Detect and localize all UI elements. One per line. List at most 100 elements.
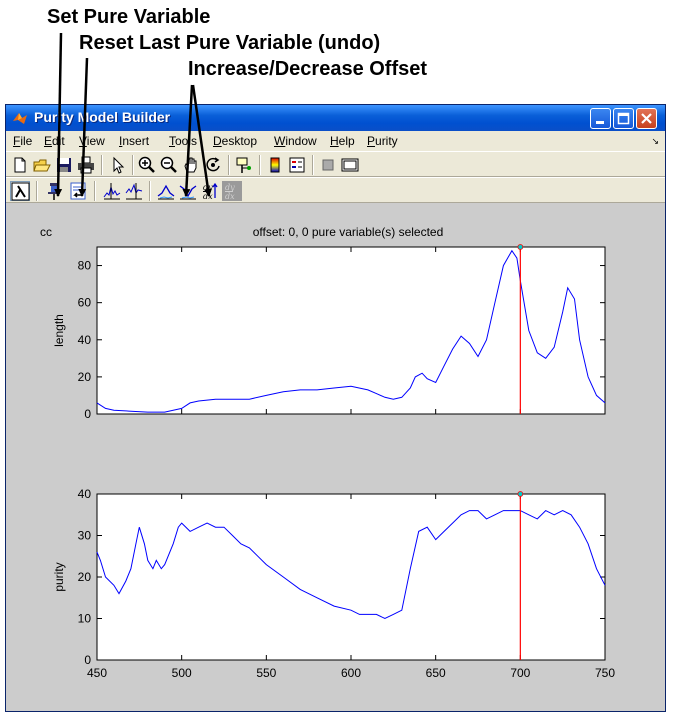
corner-label: cc — [40, 225, 52, 239]
max-line-button[interactable] — [102, 181, 122, 201]
callout-set-pure-variable: Set Pure Variable — [47, 6, 211, 28]
figure-toolbar — [6, 151, 665, 177]
set-pure-variable-button[interactable] — [44, 181, 64, 201]
svg-text:dy: dy — [225, 183, 235, 192]
save-icon — [57, 158, 71, 172]
selection-marker[interactable] — [517, 491, 524, 497]
menu-file[interactable]: File — [13, 134, 33, 148]
length-axes[interactable]: 0 20 40 60 80 length — [52, 244, 606, 422]
y-axis-label: purity — [52, 562, 66, 591]
decrease-offset-icon — [179, 185, 197, 200]
series-line — [96, 509, 606, 620]
reset-last-pure-variable-button[interactable] — [68, 181, 88, 201]
x-tick-label: 700 — [510, 666, 530, 680]
figure-title: offset: 0, 0 pure variable(s) selected — [253, 225, 444, 239]
derivative-disabled-button[interactable]: dy dx — [222, 181, 242, 201]
max-line-icon — [103, 183, 121, 200]
increase-offset-icon — [157, 184, 175, 200]
undo-pure-icon — [70, 182, 86, 200]
y-tick-label: 40 — [78, 333, 92, 347]
window-title: Purity Model Builder — [34, 109, 171, 125]
open-folder-icon — [33, 159, 51, 172]
derivative-button[interactable]: dy dx — [200, 181, 220, 201]
plots-svg[interactable]: cc offset: 0, 0 pure variable(s) selecte… — [6, 203, 665, 711]
series-line — [96, 249, 606, 413]
open-file-button[interactable] — [32, 155, 52, 175]
insert-colorbar-button[interactable] — [265, 155, 285, 175]
figure-canvas[interactable]: cc offset: 0, 0 pure variable(s) selecte… — [6, 203, 665, 711]
new-file-icon — [14, 157, 26, 173]
menu-view[interactable]: View — [79, 134, 105, 148]
rotate-3d-icon — [206, 157, 220, 172]
save-button[interactable] — [54, 155, 74, 175]
menu-bar: File Edit View Insert Tools Desktop Wind… — [6, 131, 665, 151]
minimize-button[interactable] — [590, 108, 611, 129]
hide-tools-icon — [322, 159, 334, 171]
menu-window[interactable]: Window — [274, 134, 317, 148]
colorbar-icon — [270, 157, 280, 173]
minimize-icon — [596, 121, 604, 124]
purity-model-builder-window: Purity Model Builder File Edit View Inse… — [5, 104, 666, 712]
menu-purity[interactable]: Purity — [367, 134, 398, 148]
min-line-button[interactable] — [124, 181, 144, 201]
x-tick-label: 650 — [426, 666, 446, 680]
rotate-3d-button[interactable] — [203, 155, 223, 175]
lambda-icon — [11, 182, 30, 201]
y-tick-label: 20 — [78, 370, 92, 384]
purity-toolbar: dy dx dy dx — [6, 177, 665, 203]
print-icon — [78, 156, 94, 174]
close-icon — [641, 113, 652, 124]
maximize-icon — [617, 112, 630, 125]
new-figure-button[interactable] — [10, 155, 30, 175]
y-axis-label: length — [52, 314, 66, 347]
legend-icon — [289, 157, 305, 173]
print-button[interactable] — [76, 155, 96, 175]
svg-text:dx: dx — [203, 192, 213, 201]
callout-reset-last-pure-variable: Reset Last Pure Variable (undo) — [79, 32, 381, 54]
title-bar[interactable]: Purity Model Builder — [6, 105, 665, 131]
zoom-out-button[interactable] — [159, 155, 179, 175]
pan-button[interactable] — [181, 155, 201, 175]
show-tools-icon — [341, 158, 359, 172]
dock-arrow-icon[interactable]: ↘ — [651, 136, 659, 146]
purity-axes[interactable]: 0 10 20 30 40 450 500 550 600 650 700 750 purity — [52, 487, 615, 680]
plot-area[interactable] — [96, 493, 606, 661]
show-plot-tools-button[interactable] — [340, 155, 360, 175]
y-tick-label: 40 — [78, 487, 92, 501]
y-tick-label: 20 — [78, 570, 92, 584]
y-tick-label: 0 — [84, 653, 91, 667]
selection-marker[interactable] — [517, 244, 524, 250]
y-tick-label: 0 — [84, 407, 91, 421]
x-tick-label: 550 — [256, 666, 276, 680]
increase-offset-button[interactable] — [156, 181, 176, 201]
y-tick-label: 30 — [78, 529, 92, 543]
menu-help[interactable]: Help — [330, 134, 355, 148]
menu-insert[interactable]: Insert — [119, 134, 150, 148]
zoom-in-icon — [138, 156, 155, 173]
pointer-icon — [113, 156, 125, 174]
pan-hand-icon — [184, 157, 197, 173]
close-button[interactable] — [636, 108, 657, 129]
data-cursor-icon — [236, 157, 251, 173]
pin-icon — [48, 183, 60, 200]
decrease-offset-button[interactable] — [178, 181, 198, 201]
x-tick-label: 750 — [595, 666, 615, 680]
menu-tools[interactable]: Tools — [169, 134, 198, 148]
y-tick-label: 60 — [78, 296, 92, 310]
zoom-in-button[interactable] — [137, 155, 157, 175]
maximize-button[interactable] — [613, 108, 634, 129]
hide-plot-tools-button[interactable] — [318, 155, 338, 175]
insert-legend-button[interactable] — [287, 155, 307, 175]
svg-text:dx: dx — [225, 192, 235, 201]
data-cursor-button[interactable] — [234, 155, 254, 175]
menu-edit[interactable]: Edit — [44, 134, 65, 148]
svg-text:dy: dy — [203, 183, 213, 192]
edit-plot-button[interactable] — [107, 155, 127, 175]
callout-increase-decrease-offset: Increase/Decrease Offset — [188, 58, 428, 80]
lambda-button[interactable] — [10, 181, 30, 201]
matlab-logo-icon — [12, 110, 28, 126]
x-tick-label: 500 — [172, 666, 192, 680]
y-tick-label: 10 — [78, 612, 92, 626]
menu-desktop[interactable]: Desktop — [213, 134, 258, 148]
